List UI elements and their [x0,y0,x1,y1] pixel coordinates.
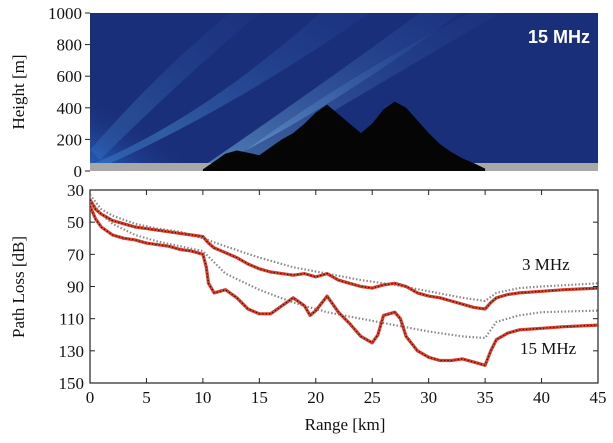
plot-frame [89,189,599,384]
range-x-tick-label: 10 [194,388,211,407]
heatmap-hotspot [90,66,242,171]
curve-label-15mhz: 15 MHz [520,339,577,358]
range-x-tick-label: 5 [142,388,151,407]
range-x-tick-label: 25 [364,388,381,407]
range-x-tick-label: 45 [590,388,607,407]
path-loss-panel: 30 50 70 90 110 130 150 0 5 10 15 20 25 30 35 40 45 Pat… [9,181,607,434]
heatmap-beam [230,13,500,164]
path-loss-y-axis: 30 50 70 90 110 130 150 [59,181,598,393]
path-loss-y-tick-label: 110 [59,310,84,329]
path-loss-y-tick-label: 70 [67,245,84,264]
heatmap-y-axis-label: Height [m] [9,54,28,129]
heatmap-y-tick-label: 400 [57,99,83,118]
path-loss-dots-15mhz [90,205,598,366]
heatmap-frequency-tag: 15 MHz [528,27,590,47]
path-loss-y-tick-label: 90 [67,278,84,297]
heatmap-y-tick-label: 600 [57,67,83,86]
heatmap-y-axis: 0 200 400 600 800 1000 [48,4,90,181]
path-loss-y-axis-label: Path Loss [dB] [9,236,28,338]
range-x-axis-label: Range [km] [305,415,386,434]
heatmap-y-tick-label: 0 [74,162,83,181]
range-x-tick-label: 0 [86,388,95,407]
path-loss-y-tick-label: 130 [59,342,85,361]
path-loss-curves [90,194,598,367]
range-x-tick-label: 40 [533,388,550,407]
range-x-tick-label: 30 [420,388,437,407]
path-loss-dots-3mhz [90,199,598,310]
heatmap-beam [205,13,460,166]
range-x-tick-label: 35 [477,388,494,407]
curve-label-3mhz: 3 MHz [522,255,570,274]
path-loss-y-tick-label: 30 [67,181,84,200]
path-loss-y-tick-label: 150 [59,374,85,393]
heatmap-y-tick-label: 800 [57,36,83,55]
heatmap-field [90,13,500,171]
heatmap-beam [90,13,370,168]
range-x-tick-label: 15 [251,388,268,407]
field-heatmap-panel: 0 200 400 600 800 1000 Height [m] 15 MHz [9,4,598,181]
range-x-tick-label: 20 [307,388,324,407]
reference-curve [90,199,598,340]
heatmap-y-tick-label: 1000 [48,4,82,23]
path-loss-y-tick-label: 50 [67,213,84,232]
heatmap-y-tick-label: 200 [57,130,83,149]
range-x-axis: 0 5 10 15 20 25 30 35 40 45 [86,190,607,407]
terrain-silhouette [202,101,486,171]
